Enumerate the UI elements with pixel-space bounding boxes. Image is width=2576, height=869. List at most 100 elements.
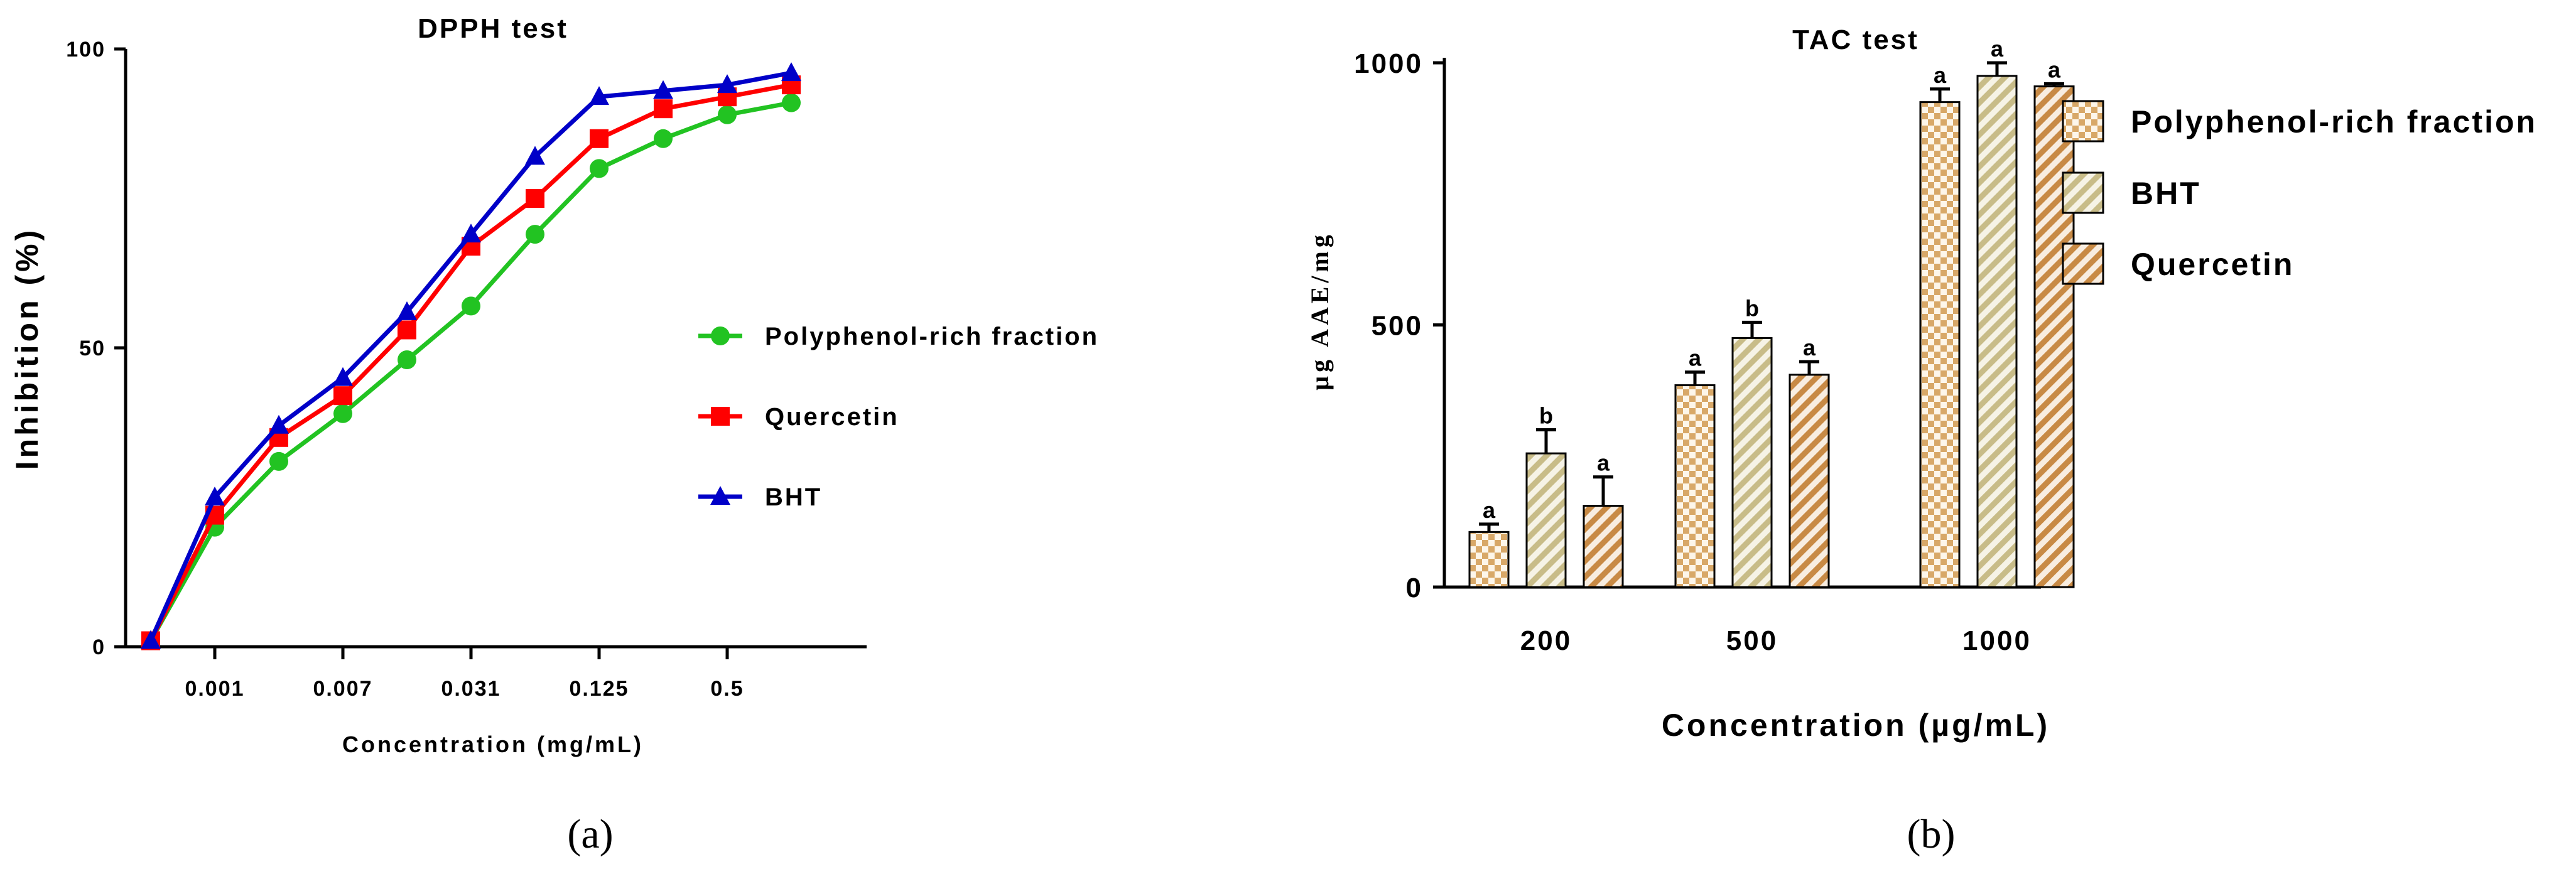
dpph-data-point (526, 225, 544, 244)
dpph-legend-marker (710, 486, 730, 505)
tac-legend-swatch (2062, 242, 2104, 285)
tac-title: TAC test (1792, 24, 1919, 55)
tac-legend-label: Quercetin (2131, 247, 2294, 282)
dpph-x-ticks: 0.001 0.007 0.031 0.125 0.5 (185, 647, 744, 701)
dpph-x-tick-label: 0.5 (710, 677, 744, 701)
dpph-y-tick-label: 50 (79, 337, 106, 360)
dpph-data-point (781, 62, 801, 82)
dpph-series-1 (141, 75, 801, 650)
dpph-data-point (398, 320, 416, 340)
dpph-y-axis-label: Inhibition (%) (9, 227, 45, 470)
dpph-series-line (148, 100, 792, 642)
dpph-data-point (782, 93, 801, 112)
dpph-title: DPPH test (418, 13, 568, 44)
dpph-legend-label: Quercetin (765, 403, 899, 431)
tac-x-ticks: 200 500 1000 (1520, 625, 2032, 656)
tac-bar (1674, 384, 1716, 588)
dpph-series-line (148, 82, 792, 642)
dpph-data-point (590, 129, 609, 148)
dpph-x-tick-label: 0.007 (313, 677, 372, 701)
panel-label-a: (a) (567, 811, 613, 857)
tac-significance-letter: a (1803, 335, 1816, 360)
dpph-data-point (525, 146, 545, 165)
tac-bar-group: a (1583, 450, 1624, 588)
dpph-data-point (654, 99, 673, 119)
dpph-data-point (526, 189, 544, 208)
tac-legend-item: BHT (2062, 171, 2199, 214)
tac-bar-group: a (1919, 62, 1961, 588)
dpph-chart: DPPH test 0 50 100 0.001 0.007 0.031 0.125 0.5… (9, 13, 1099, 757)
tac-bar (1583, 505, 1624, 588)
tac-legend-swatch (2062, 100, 2104, 143)
dpph-data-point (333, 386, 352, 406)
dpph-data-point (398, 350, 416, 370)
dpph-series-0 (141, 93, 801, 650)
dpph-data-point (461, 224, 481, 243)
tac-bar (1789, 374, 1830, 588)
dpph-legend-label: Polyphenol-rich fraction (765, 323, 1099, 350)
tac-bars: a b a a b a a a a (1468, 36, 2075, 588)
dpph-data-point (717, 74, 737, 94)
dpph-legend-item: BHT (698, 483, 822, 511)
dpph-data-point (718, 105, 737, 124)
tac-bar-group: b (1525, 403, 1567, 588)
tac-bar-group: a (2033, 57, 2075, 588)
tac-chart: TAC test 0 500 1000 a b a a b a a a a 200 500 1000 µ… (1306, 24, 2537, 743)
tac-y-tick-label: 1000 (1354, 48, 1423, 79)
dpph-data-point (333, 404, 352, 423)
tac-y-tick-label: 500 (1372, 311, 1423, 342)
dpph-x-tick-label: 0.125 (569, 677, 629, 701)
tac-bar (1976, 75, 2018, 588)
dpph-data-point (269, 451, 288, 471)
tac-bar-group: a (1468, 497, 1510, 588)
tac-bar (1919, 101, 1961, 588)
dpph-data-point (333, 367, 353, 386)
tac-bar (1468, 531, 1510, 588)
tac-bar-group: b (1731, 295, 1773, 588)
tac-significance-letter: a (1689, 345, 1702, 371)
dpph-series-2 (141, 62, 801, 649)
tac-legend-item: Quercetin (2062, 242, 2294, 285)
dpph-data-point (590, 159, 609, 178)
dpph-x-tick-label: 0.031 (441, 677, 501, 701)
dpph-legend: Polyphenol-rich fraction Quercetin BHT (698, 323, 1099, 511)
tac-significance-letter: b (1745, 295, 1759, 321)
dpph-legend-item: Polyphenol-rich fraction (698, 323, 1099, 350)
tac-significance-letter: a (1934, 62, 1947, 88)
dpph-x-tick-label: 0.001 (185, 677, 244, 701)
tac-significance-letter: a (2048, 57, 2061, 82)
tac-significance-letter: b (1539, 403, 1553, 429)
tac-bar (1731, 337, 1773, 588)
tac-x-tick-label: 1000 (1962, 625, 2032, 656)
dpph-y-tick-label: 0 (92, 635, 106, 659)
dpph-legend-marker (711, 407, 730, 426)
tac-legend-label: Polyphenol-rich fraction (2131, 104, 2537, 139)
dpph-data-point (589, 86, 609, 105)
dpph-data-point (269, 414, 289, 434)
dpph-legend-marker (711, 327, 730, 345)
tac-significance-letter: a (1991, 36, 2004, 62)
tac-bar-group: a (1976, 36, 2018, 588)
dpph-y-tick-label: 100 (66, 38, 106, 62)
tac-significance-letter: a (1597, 450, 1610, 476)
dpph-legend-label: BHT (765, 483, 822, 511)
dpph-data-point (141, 630, 161, 649)
tac-bar-group: a (1789, 335, 1830, 588)
tac-bar-group: a (1674, 345, 1716, 588)
tac-significance-letter: a (1483, 497, 1496, 523)
tac-y-ticks: 0 500 1000 (1354, 48, 1444, 603)
dpph-y-ticks: 0 50 100 (66, 38, 126, 659)
tac-legend-item: Polyphenol-rich fraction (2062, 100, 2537, 143)
dpph-data-point (205, 487, 225, 505)
dpph-legend-item: Quercetin (698, 403, 899, 431)
dpph-data-point (654, 129, 673, 148)
tac-x-tick-label: 200 (1520, 625, 1572, 656)
panel-label-b: (b) (1907, 811, 1956, 857)
tac-bar (1525, 452, 1567, 588)
dpph-series-line (148, 70, 792, 642)
dpph-data-point (462, 296, 480, 316)
tac-y-tick-label: 0 (1406, 573, 1423, 603)
tac-x-axis-label: Concentration (µg/mL) (1662, 708, 2050, 743)
dpph-series (141, 62, 801, 650)
